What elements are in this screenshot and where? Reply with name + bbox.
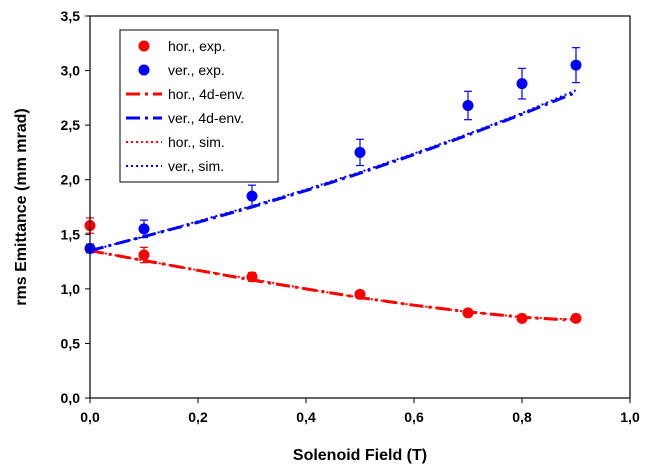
x-tick-label: 0,2: [188, 409, 208, 425]
data-point-0: [570, 312, 582, 324]
legend-label: ver., exp.: [168, 62, 225, 78]
plot-frame: [89, 15, 631, 399]
legend-label: hor., 4d-env.: [168, 86, 245, 102]
data-point-1: [462, 99, 474, 111]
y-axis-title: rms Emittance (mm mrad): [13, 108, 30, 305]
legend-label: ver., sim.: [168, 158, 224, 174]
legend-marker: [138, 40, 150, 52]
data-point-0: [354, 288, 366, 300]
y-tick-label: 1,5: [61, 226, 81, 242]
data-point-1: [246, 190, 258, 202]
data-point-1: [138, 223, 150, 235]
legend-box: [119, 29, 279, 183]
legend-label: hor., exp.: [168, 38, 226, 54]
data-point-1: [570, 59, 582, 71]
legend-marker: [138, 64, 150, 76]
legend-label: hor., sim.: [168, 134, 225, 150]
legend: hor., exp. ver., exp. hor., 4d-env. ver., 4…: [119, 29, 279, 183]
y-tick-label: 2,0: [61, 172, 81, 188]
y-tick-label: 0,5: [61, 335, 81, 351]
data-point-0: [462, 307, 474, 319]
x-tick-label: 0,4: [296, 409, 316, 425]
axes: 0,0 0,2 0,4 0,6 0,8 1,0 0,0 0,5 1,0 1,5 2,0 2,5 3,0 3…: [61, 8, 640, 425]
x-tick-label: 1,0: [620, 409, 640, 425]
data-point-0: [246, 271, 258, 283]
plot-area: [84, 47, 582, 324]
x-axis-title: Solenoid Field (T): [293, 447, 427, 464]
data-point-0: [138, 249, 150, 261]
legend-label: ver., 4d-env.: [168, 110, 244, 126]
x-tick-label: 0,0: [80, 409, 100, 425]
x-tick-label: 0,8: [512, 409, 532, 425]
y-tick-label: 2,5: [61, 117, 81, 133]
y-tick-label: 1,0: [61, 281, 81, 297]
series-line-3: [89, 91, 577, 253]
x-tick-label: 0,6: [404, 409, 424, 425]
data-point-1: [516, 78, 528, 90]
y-tick-label: 0,0: [61, 390, 81, 406]
y-tick-label: 3,0: [61, 63, 81, 79]
series-line-4: [89, 249, 577, 321]
y-tick-label: 3,5: [61, 8, 81, 24]
data-point-0: [516, 312, 528, 324]
series-line-2: [89, 249, 577, 322]
data-point-1: [354, 146, 366, 158]
